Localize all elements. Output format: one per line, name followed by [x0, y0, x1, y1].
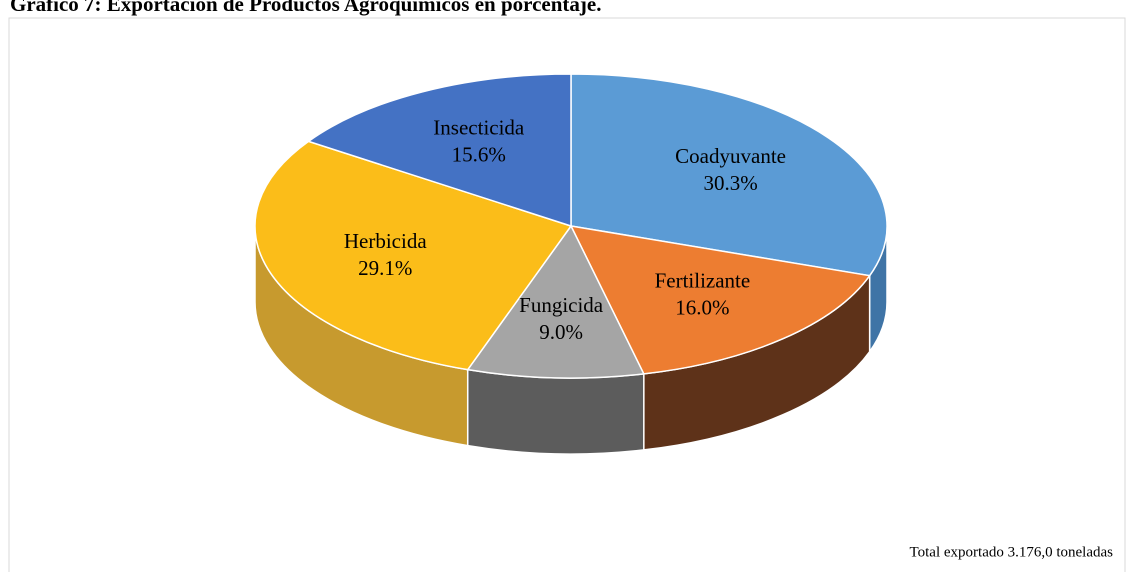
- annotation: Total exportado 3.176,0 toneladas: [910, 544, 1114, 560]
- slice: [306, 73, 572, 228]
- slice-label: Herbicida: [344, 229, 427, 253]
- slice-value-label: 15.6%: [452, 143, 506, 167]
- chart-title: Gráfico 7: Exportación de Productos Agro…: [10, 0, 601, 16]
- slice: [570, 73, 888, 277]
- slice-side: [466, 368, 645, 455]
- slice-label: Insecticida: [433, 116, 525, 140]
- slice: [254, 140, 573, 371]
- slice-value-label: 29.1%: [358, 256, 412, 280]
- slice-value-label: 16.0%: [675, 296, 729, 320]
- slice-value-label: 30.3%: [703, 171, 757, 195]
- slice-label: Fertilizante: [655, 269, 751, 293]
- slice: [466, 224, 645, 379]
- pie: Coadyuvante 30.3% Fertilizante 16.0% Fungici…: [254, 73, 888, 455]
- slice-label: Fungicida: [519, 293, 604, 317]
- slice-label: Coadyuvante: [675, 144, 786, 168]
- slice: [569, 225, 871, 375]
- slice-value-label: 9.0%: [539, 320, 583, 344]
